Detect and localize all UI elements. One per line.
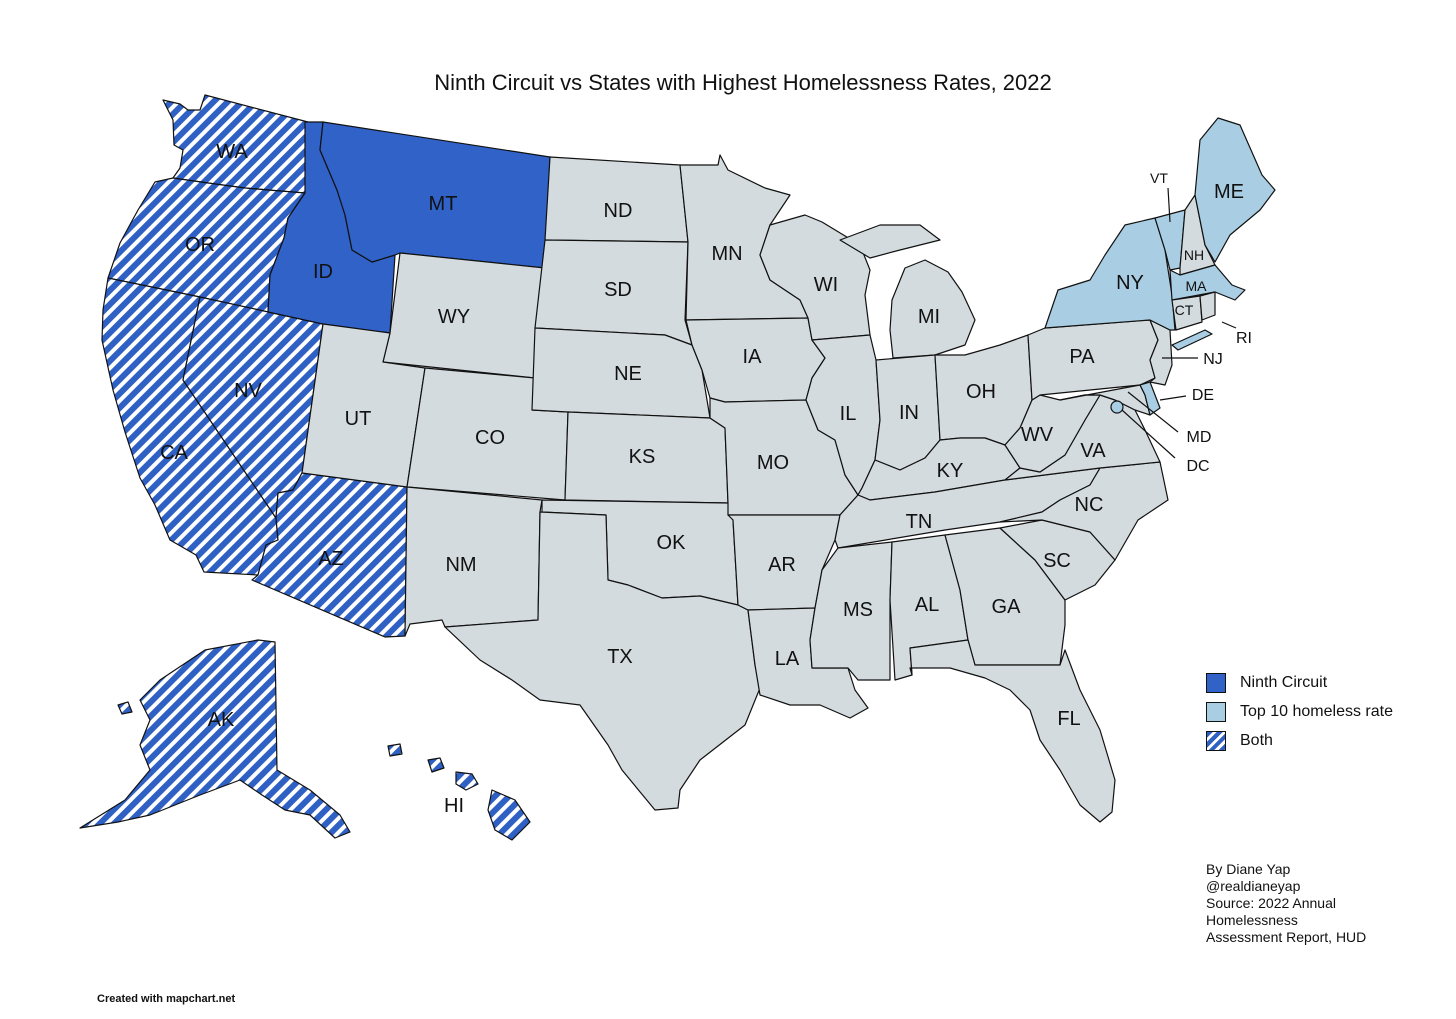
label-tx: TX — [607, 646, 633, 668]
label-co: CO — [475, 427, 505, 449]
label-il: IL — [840, 403, 857, 425]
label-ri: RI — [1236, 330, 1252, 347]
label-md: MD — [1187, 429, 1212, 446]
legend-label: Top 10 homeless rate — [1240, 702, 1393, 720]
leader-lines — [1121, 187, 1237, 459]
legend: Ninth Circuit Top 10 homeless rate Both — [1206, 668, 1393, 755]
state-ne[interactable] — [531, 327, 711, 419]
label-az: AZ — [318, 548, 344, 570]
label-mi: MI — [918, 306, 940, 328]
label-mn: MN — [711, 243, 742, 265]
label-or: OR — [185, 234, 215, 256]
credit-line: Homelessness — [1206, 912, 1298, 928]
state-ct[interactable] — [1171, 295, 1203, 331]
label-sc: SC — [1043, 550, 1071, 572]
label-ma: MA — [1186, 278, 1208, 294]
legend-swatch-both — [1206, 730, 1226, 751]
label-oh: OH — [966, 381, 996, 403]
label-wa: WA — [216, 141, 248, 163]
label-ar: AR — [768, 554, 796, 576]
state-ma[interactable] — [1169, 264, 1246, 301]
label-wi: WI — [814, 274, 838, 296]
state-hi-kauai[interactable] — [387, 743, 403, 757]
state-vt[interactable] — [1154, 209, 1186, 271]
legend-item-ninth: Ninth Circuit — [1206, 668, 1393, 697]
label-nc: NC — [1075, 494, 1104, 516]
label-ny: NY — [1116, 272, 1144, 294]
label-id: ID — [313, 261, 333, 283]
label-mo: MO — [757, 452, 789, 474]
label-ks: KS — [629, 446, 656, 468]
label-wv: WV — [1021, 424, 1054, 446]
label-al: AL — [915, 594, 939, 616]
legend-swatch-ninth — [1206, 672, 1226, 693]
label-ga: GA — [992, 596, 1022, 618]
state-me[interactable] — [1194, 117, 1276, 263]
label-nv: NV — [234, 380, 262, 402]
state-wy[interactable] — [382, 252, 546, 379]
credit-line: By Diane Yap — [1206, 861, 1291, 877]
label-ia: IA — [743, 346, 763, 368]
state-labels: WA OR CA NV AZ ID MT WY UT CO NM ND SD N… — [160, 141, 1252, 817]
label-ok: OK — [657, 532, 687, 554]
label-in: IN — [899, 402, 919, 424]
label-wy: WY — [438, 306, 470, 328]
legend-label: Ninth Circuit — [1240, 673, 1328, 691]
label-nh: NH — [1184, 247, 1204, 263]
label-fl: FL — [1057, 708, 1080, 730]
label-de: DE — [1192, 387, 1214, 404]
label-va: VA — [1080, 440, 1106, 462]
state-nc[interactable] — [999, 461, 1169, 561]
label-ky: KY — [937, 460, 964, 482]
label-tn: TN — [906, 511, 933, 533]
state-hi-maui[interactable] — [455, 771, 479, 791]
label-vt: VT — [1150, 170, 1168, 186]
state-fl[interactable] — [909, 639, 1116, 823]
label-me: ME — [1214, 181, 1244, 203]
credit-line: @realdianeyap — [1206, 878, 1301, 894]
credit-line: Source: 2022 Annual — [1206, 895, 1336, 911]
state-ak[interactable] — [79, 639, 351, 839]
legend-item-both: Both — [1206, 726, 1393, 755]
legend-label: Both — [1240, 731, 1273, 749]
label-pa: PA — [1069, 346, 1095, 368]
state-de[interactable] — [1139, 381, 1161, 416]
label-ms: MS — [843, 599, 873, 621]
state-dc[interactable] — [1110, 400, 1124, 414]
label-dc: DC — [1186, 458, 1209, 475]
legend-swatch-top10 — [1206, 701, 1226, 722]
map-title: Ninth Circuit vs States with Highest Hom… — [434, 70, 1052, 95]
credit-line: Assessment Report, HUD — [1206, 929, 1367, 945]
state-tx[interactable] — [444, 511, 761, 811]
state-ak-island[interactable] — [117, 701, 133, 715]
credits: By Diane Yap @realdianeyap Source: 2022 … — [1206, 861, 1366, 946]
legend-item-top10: Top 10 homeless rate — [1206, 697, 1393, 726]
state-mi[interactable] — [839, 224, 976, 359]
label-ak: AK — [208, 709, 235, 731]
state-ri[interactable] — [1199, 291, 1216, 321]
label-ca: CA — [160, 442, 188, 464]
label-mt: MT — [429, 193, 458, 215]
label-nd: ND — [604, 200, 633, 222]
label-ne: NE — [614, 363, 642, 385]
label-sd: SD — [604, 279, 632, 301]
state-hi-big[interactable] — [487, 789, 531, 841]
state-hi-oahu[interactable] — [427, 757, 445, 773]
label-ut: UT — [345, 408, 372, 430]
footer-credit: Created with mapchart.net — [97, 993, 236, 1005]
label-nj: NJ — [1203, 351, 1223, 368]
label-ct: CT — [1175, 302, 1194, 318]
state-nj[interactable] — [1149, 319, 1173, 386]
label-hi: HI — [444, 795, 464, 817]
label-la: LA — [775, 648, 800, 670]
label-nm: NM — [445, 554, 476, 576]
